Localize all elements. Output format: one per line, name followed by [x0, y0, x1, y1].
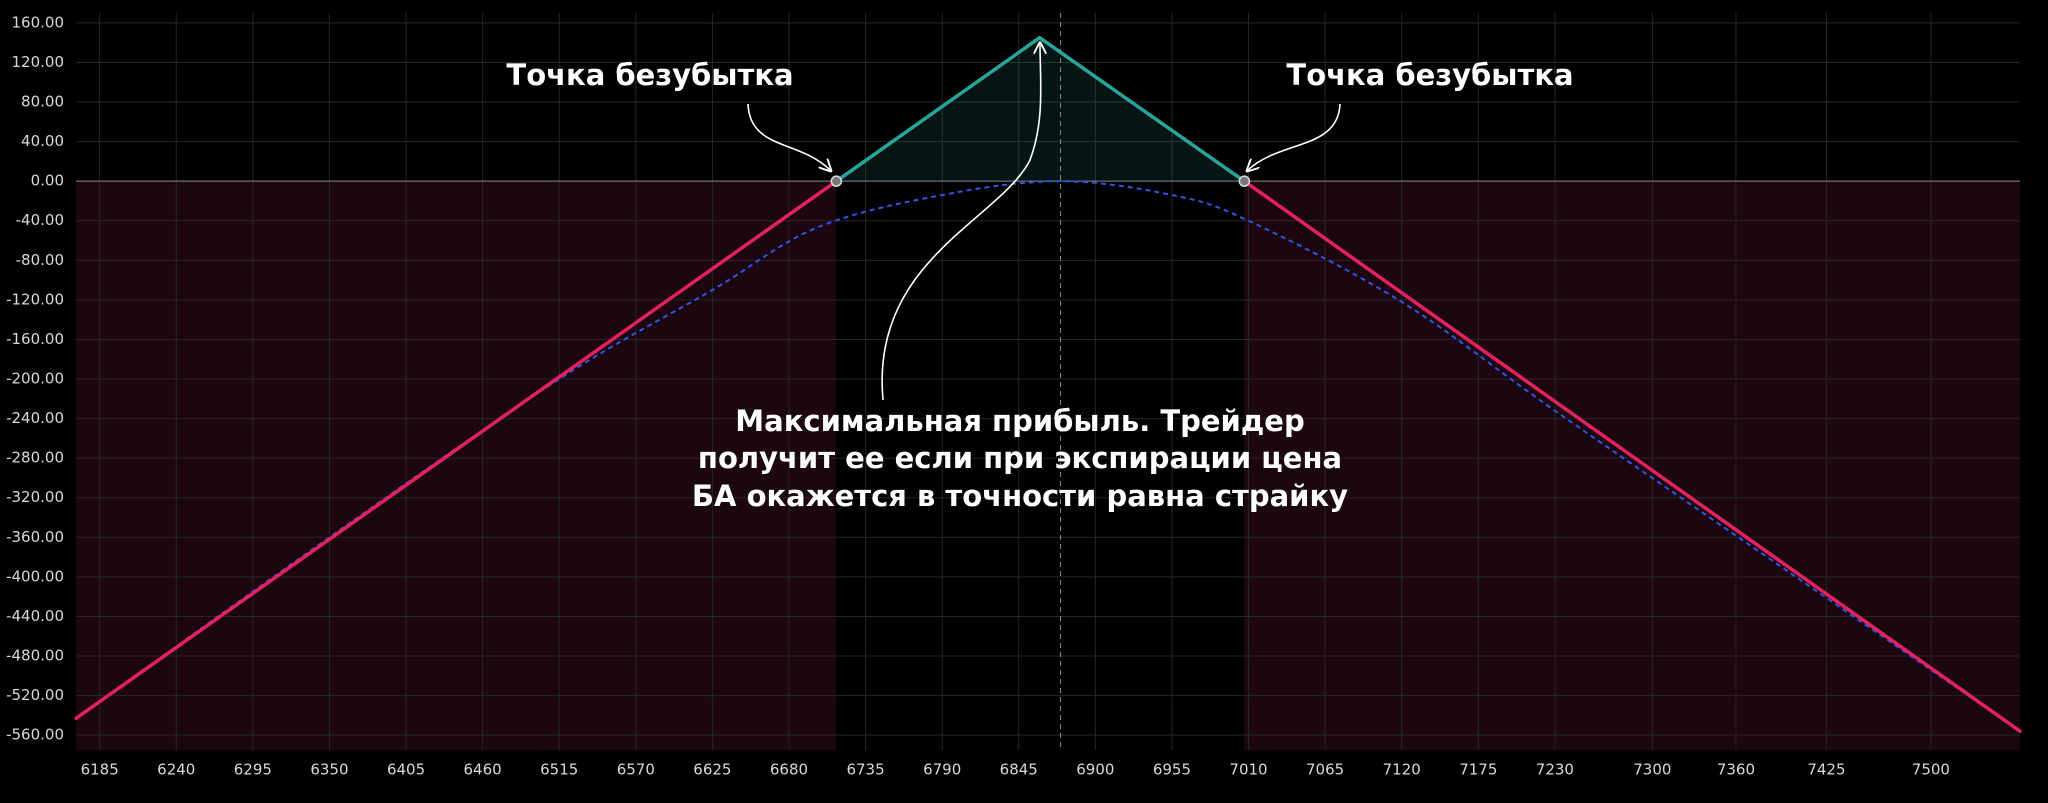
x-tick-label: 6900	[1076, 761, 1114, 779]
x-tick-label: 6240	[157, 761, 195, 779]
note: Максимальная прибыль. Трейдер	[735, 404, 1304, 438]
x-tick-label: 6515	[540, 761, 578, 779]
y-tick-label: -80.00	[16, 251, 64, 269]
y-tick-label: -320.00	[6, 488, 64, 506]
x-tick-label: 6570	[617, 761, 655, 779]
y-tick-label: -520.00	[6, 686, 64, 704]
arrow	[1248, 103, 1341, 170]
loss-zone	[1244, 181, 2020, 750]
x-tick-label: 6185	[81, 761, 119, 779]
y-tick-label: -360.00	[6, 528, 64, 546]
y-tick-label: -480.00	[6, 647, 64, 665]
x-tick-label: 7065	[1306, 761, 1344, 779]
y-tick-label: 160.00	[12, 13, 65, 31]
x-tick-label: 7360	[1717, 761, 1755, 779]
x-tick-label: 6735	[846, 761, 884, 779]
x-tick-label: 6955	[1153, 761, 1191, 779]
y-tick-label: -560.00	[6, 726, 64, 744]
breakeven-point	[830, 175, 843, 187]
y-tick-label: 40.00	[21, 132, 64, 150]
y-tick-label: -280.00	[6, 449, 64, 467]
annotation: Точка безубытка	[506, 58, 793, 92]
payoff-segment	[1242, 179, 2022, 733]
x-tick-label: 7175	[1459, 761, 1497, 779]
y-tick-label: 120.00	[12, 53, 65, 71]
payoff-segment	[1037, 35, 1247, 183]
x-tick-label: 7230	[1536, 761, 1574, 779]
x-tick-label: 6405	[387, 761, 425, 779]
x-tick-label: 7300	[1633, 761, 1671, 779]
y-tick-label: -160.00	[6, 330, 64, 348]
y-tick-label: 0.00	[31, 172, 64, 190]
x-tick-label: 6680	[770, 761, 808, 779]
plot: 6185 6240 6295 6350 6405 6460 6515 6570 6625 6680…	[6, 13, 2022, 779]
annotation: Точка безубытка	[1286, 58, 1573, 92]
y-tick-label: -120.00	[6, 290, 64, 308]
x-tick-label: 7010	[1229, 761, 1267, 779]
arrow	[881, 44, 1041, 401]
loss-zone	[76, 181, 837, 750]
arrows	[747, 44, 1341, 401]
x-tick-label: 7120	[1383, 761, 1421, 779]
x-tick-label: 7500	[1912, 761, 1950, 779]
y-tick-label: 80.00	[21, 93, 64, 111]
y-tick-label: -240.00	[6, 409, 64, 427]
y-tick-label: -200.00	[6, 370, 64, 388]
x-tick-label: 6845	[1000, 761, 1038, 779]
breakeven-point	[1238, 175, 1251, 187]
x-tick-label: 6460	[464, 761, 502, 779]
payoff-segment	[74, 179, 839, 721]
note: БА окажется в точности равна страйку	[692, 479, 1348, 513]
y-tick-label: -40.00	[16, 211, 64, 229]
arrow	[747, 103, 830, 170]
x-tick-label: 7425	[1807, 761, 1845, 779]
x-tick-label: 6295	[234, 761, 272, 779]
y-tick-label: -440.00	[6, 607, 64, 625]
y-tick-label: -400.00	[6, 567, 64, 585]
x-tick-label: 6625	[693, 761, 731, 779]
x-tick-label: 6350	[310, 761, 348, 779]
payoff-segment	[834, 35, 1042, 183]
x-tick-label: 6790	[923, 761, 961, 779]
note: получит ее если при экспирации цена	[698, 441, 1342, 475]
